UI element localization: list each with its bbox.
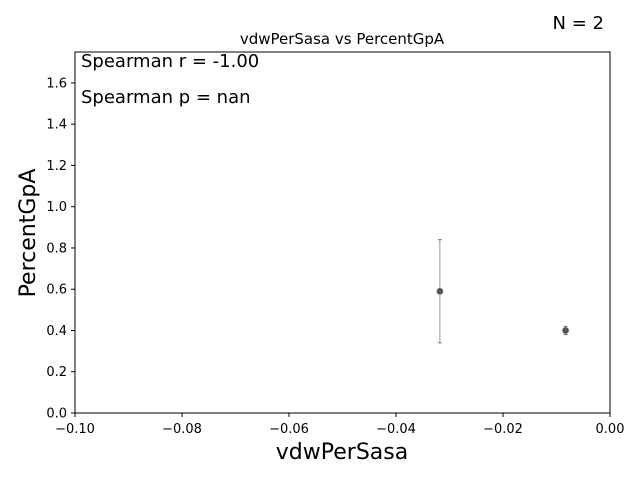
y-tick-label: 1.2 (46, 159, 67, 174)
sample-size-label: N = 2 (552, 13, 604, 34)
data-point (436, 287, 444, 295)
plot-area: −0.10 −0.08 −0.06 −0.04 −0.02 0.00 0.0 0.2 0.4 0.… (46, 51, 625, 437)
x-tick-label: −0.08 (162, 422, 202, 437)
chart-title: vdwPerSasa vs PercentGpA (240, 30, 445, 48)
x-tick-label: 0.00 (596, 422, 625, 437)
y-tick-label: 1.4 (46, 118, 67, 133)
spearman-r-annotation: Spearman r = -1.00 (81, 51, 259, 72)
y-tick-label: 0.4 (46, 324, 67, 339)
y-tick-label: 1.0 (46, 200, 67, 215)
y-tick-label: 1.6 (46, 76, 67, 91)
y-axis-label: PercentGpA (16, 169, 41, 298)
y-tick-label: 0.6 (46, 283, 67, 298)
x-tick-label: −0.06 (269, 422, 309, 437)
x-axis-label: vdwPerSasa (276, 440, 408, 465)
x-tick-label: −0.10 (55, 422, 95, 437)
data-point (562, 327, 569, 334)
axes-frame (74, 51, 611, 414)
y-tick-label: 0.2 (46, 365, 67, 380)
y-tick-label: 0.0 (46, 407, 67, 422)
x-tick-label: −0.02 (483, 422, 523, 437)
x-tick-label: −0.04 (376, 422, 416, 437)
y-tick-label: 0.8 (46, 241, 67, 256)
spearman-p-annotation: Spearman p = nan (81, 87, 251, 108)
